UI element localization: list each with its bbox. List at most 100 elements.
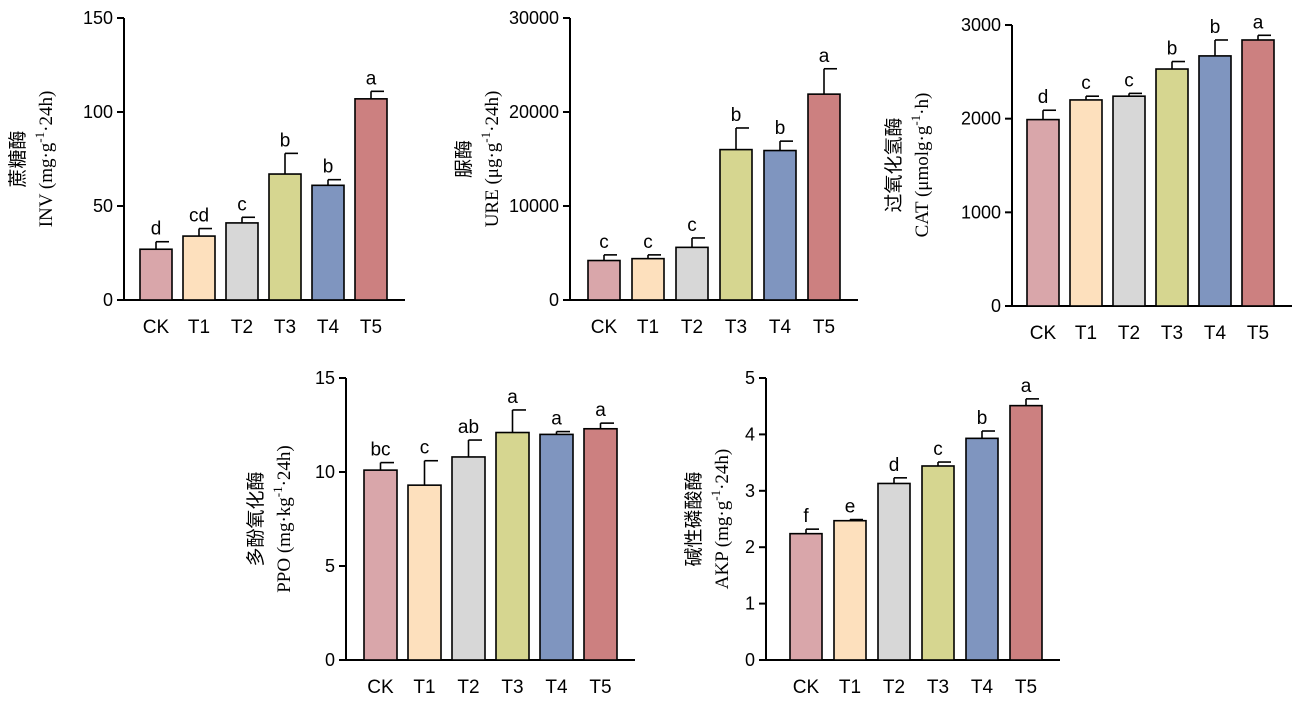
y-axis-label: 碱性磷酸酶 AKP (mg·g-1·24h)	[683, 449, 733, 590]
x-category-label: T5	[589, 677, 611, 698]
y-axis-label-tail: ·h)	[912, 93, 933, 115]
y-tick-label: 0	[325, 650, 335, 670]
x-category-label: T1	[839, 677, 861, 698]
y-axis-label-unit: INV (mg·g-1·24h)	[32, 91, 57, 228]
significance-letter: b	[977, 408, 988, 429]
y-axis-label-unit: URE (μg·g-1·24h)	[478, 91, 503, 228]
y-tick-label: 50	[93, 196, 113, 216]
x-category-label: T2	[1118, 323, 1140, 344]
significance-letter: bc	[370, 440, 390, 461]
bar-t4	[539, 433, 574, 661]
significance-letter: c	[643, 232, 653, 253]
significance-letter: d	[151, 219, 162, 240]
x-category-label: T5	[360, 317, 382, 338]
x-category-label: CK	[143, 317, 170, 338]
bar-t4	[965, 437, 999, 661]
y-tick-label: 5	[325, 556, 335, 576]
significance-letter: b	[323, 157, 334, 178]
bar-t5	[354, 98, 388, 301]
x-category-label: T2	[457, 677, 479, 698]
y-axis-label-unit: CAT (μmolg·g-1·h)	[908, 93, 933, 238]
y-axis-label-unit: PPO (mg·kg-1·24h)	[270, 445, 295, 593]
y-axis-label-tail: ·24h)	[36, 91, 57, 132]
bar-t2	[877, 482, 911, 661]
significance-letter: d	[889, 455, 900, 476]
x-category-label: T2	[231, 317, 253, 338]
y-axis-label: 多酚氧化酶 PPO (mg·kg-1·24h)	[245, 445, 295, 593]
bar-ck	[139, 248, 173, 301]
x-category-label: T4	[317, 317, 340, 338]
bar-t2	[1112, 95, 1146, 307]
bar-t2	[675, 246, 709, 301]
x-category-label: CK	[367, 677, 394, 698]
y-axis-label-cn: 脲酶	[453, 140, 475, 178]
significance-letter: a	[507, 387, 518, 408]
x-category-label: T1	[188, 317, 210, 338]
y-tick-label: 0	[103, 290, 113, 310]
y-tick-label: 10000	[509, 196, 559, 216]
y-tick-label: 10	[315, 462, 335, 482]
bar-ck	[1026, 118, 1060, 307]
y-axis-label-unit: AKP (mg·g-1·24h)	[708, 449, 733, 590]
significance-letter: e	[845, 497, 856, 518]
x-category-label: T5	[813, 317, 835, 338]
y-axis-label-main: INV (mg·g	[36, 142, 57, 227]
significance-letter: b	[775, 118, 786, 139]
bar-t2	[451, 456, 486, 661]
significance-letter: b	[1210, 17, 1221, 38]
y-tick-label: 4	[745, 424, 755, 444]
significance-letter: d	[1038, 87, 1049, 108]
bar-t5	[807, 93, 841, 301]
bar-t4	[763, 149, 797, 301]
x-category-label: T5	[1015, 677, 1037, 698]
bar-t1	[833, 519, 867, 661]
y-axis-label-tail: ·24h)	[482, 91, 503, 132]
significance-letter: c	[1081, 73, 1091, 94]
y-tick-label: 3	[745, 481, 755, 501]
x-category-label: T4	[1204, 323, 1227, 344]
bar-t1	[182, 235, 216, 301]
y-tick-label: 0	[549, 290, 559, 310]
bar-t3	[268, 173, 302, 301]
y-tick-label: 2	[745, 537, 755, 557]
significance-letter: c	[687, 215, 697, 236]
y-axis-label: 脲酶 URE (μg·g-1·24h)	[453, 91, 503, 228]
significance-letter: c	[933, 439, 943, 460]
x-category-label: T4	[769, 317, 792, 338]
bar-ck	[587, 259, 621, 301]
bar-t3	[1155, 68, 1189, 307]
bar-t5	[1009, 404, 1043, 661]
significance-letter: f	[803, 506, 809, 527]
bar-t4	[1198, 55, 1232, 307]
y-axis-label-cn: 过氧化氢酶	[883, 117, 905, 212]
significance-letter: a	[595, 400, 606, 421]
y-axis-label-main: CAT (μmolg·g	[912, 125, 933, 237]
y-tick-label: 0	[745, 650, 755, 670]
x-category-label: T3	[1161, 323, 1183, 344]
bar-t5	[1241, 39, 1275, 307]
bar-ck	[363, 469, 398, 661]
significance-letter: ab	[458, 417, 479, 438]
y-tick-label: 0	[991, 296, 1001, 316]
bar-t3	[719, 148, 753, 301]
significance-letter: b	[1167, 39, 1178, 60]
significance-letter: c	[420, 438, 430, 459]
bar-t3	[495, 431, 530, 661]
y-tick-label: 1	[745, 594, 755, 614]
bar-t1	[1069, 99, 1103, 307]
bar-ck	[789, 532, 823, 661]
x-category-label: T2	[883, 677, 905, 698]
y-axis-label-superscript: -1	[32, 132, 47, 143]
y-axis-label: 蔗糖酶 INV (mg·g-1·24h)	[7, 91, 57, 228]
y-axis-label-cn: 碱性磷酸酶	[683, 471, 705, 566]
bar-t5	[583, 427, 618, 661]
bar-t3	[921, 465, 955, 661]
x-category-label: CK	[1030, 323, 1057, 344]
y-tick-label: 5	[745, 368, 755, 388]
